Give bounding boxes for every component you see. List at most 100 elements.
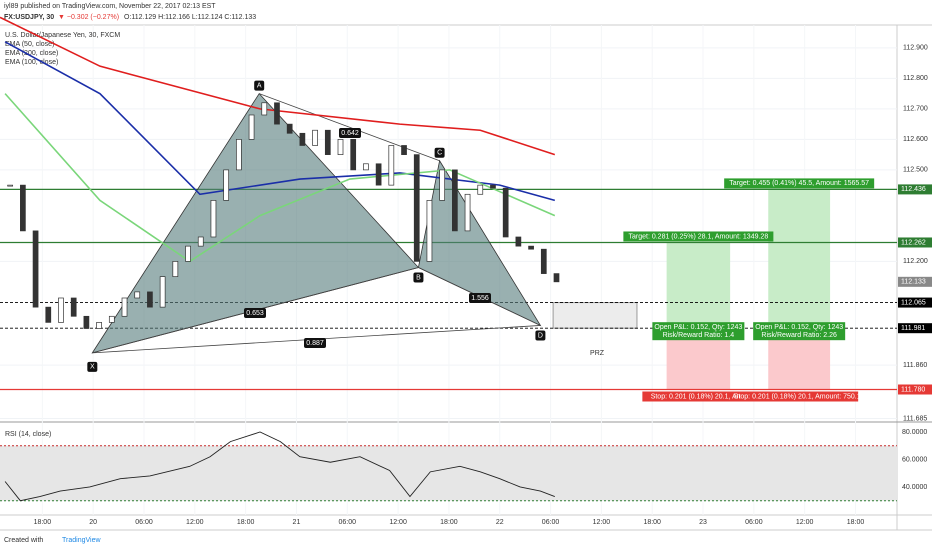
position-label: Target: 0.281 (0.25%) 28.1, Amount: 1349… — [629, 233, 769, 240]
x-tick-label: 22 — [496, 519, 504, 526]
point-label-bg — [413, 272, 424, 283]
position-label-bg — [724, 178, 875, 189]
candle — [363, 163, 369, 171]
ratio-label: 0.642 — [341, 130, 359, 137]
price-label-bg — [898, 237, 932, 248]
x-tick-label: 18:00 — [34, 519, 52, 526]
price-label-bg — [898, 184, 932, 195]
price-label: 112.262 — [901, 239, 926, 246]
price-label: 112.065 — [901, 299, 926, 306]
position-label: Open P&L: 0.152, Qty: 1243 — [654, 324, 742, 331]
ratio-label-bg — [244, 308, 266, 318]
price-label: 112.436 — [901, 186, 926, 193]
point-label: X — [90, 364, 95, 371]
ratio-label: 0.653 — [246, 310, 264, 317]
position-label: Risk/Reward Ratio: 1.4 — [663, 332, 735, 339]
ema-line — [4, 41, 556, 202]
candle — [159, 276, 166, 308]
candle — [439, 169, 445, 201]
position-label-bg — [652, 322, 745, 341]
ohlc: O:112.129 H:112.166 L:112.124 C:112.133 — [124, 14, 256, 21]
candle — [515, 236, 522, 247]
price-label: 112.133 — [901, 279, 926, 286]
position-label-bg — [740, 391, 859, 402]
candle — [261, 102, 268, 116]
y-tick-label: 112.800 — [903, 75, 928, 82]
candle — [350, 139, 357, 171]
legend-entry: U.S. Dollar/Japanese Yen, 30, FXCM — [5, 32, 120, 39]
ema-line — [4, 93, 556, 263]
ratio-label: 0.887 — [306, 340, 324, 347]
point-label: C — [437, 150, 442, 157]
x-tick-label: 23 — [699, 519, 707, 526]
target-zone — [666, 242, 731, 329]
x-tick-label: 06:00 — [745, 519, 763, 526]
publisher: iyl89 published on TradingView.com, Nove… — [4, 3, 216, 10]
rsi-tick-label: 60.0000 — [902, 456, 927, 463]
point-label-bg — [535, 330, 546, 341]
candle — [147, 291, 153, 308]
y-tick-label: 112.900 — [903, 45, 928, 52]
candle — [375, 163, 382, 186]
point-label-bg — [254, 80, 265, 91]
price-label-bg — [898, 297, 932, 308]
candle — [553, 273, 560, 283]
rsi-tick-label: 40.0000 — [902, 484, 927, 491]
candle — [223, 169, 230, 201]
candle — [413, 154, 420, 262]
candle — [96, 322, 102, 329]
prz-box — [552, 302, 638, 329]
point-label-bg — [434, 147, 445, 158]
price-label-bg — [898, 323, 932, 334]
candle — [426, 200, 433, 262]
y-tick-label: 112.200 — [903, 258, 928, 265]
point-label: A — [257, 82, 262, 89]
candle — [528, 245, 534, 250]
candle — [286, 123, 293, 134]
x-tick-label: 12:00 — [389, 519, 407, 526]
candle — [464, 193, 471, 232]
candle — [337, 139, 344, 155]
position-label-bg — [623, 231, 774, 242]
candle — [197, 236, 204, 247]
legend-entry: EMA (100, close) — [5, 59, 58, 66]
prz-label: PRZ — [590, 350, 605, 357]
x-tick-label: 18:00 — [643, 519, 661, 526]
x-tick-label: 18:00 — [440, 519, 458, 526]
candle — [477, 184, 484, 195]
position-label: Stop: 0.201 (0.18%) 20.1, Amount: 750.16 — [734, 393, 865, 400]
position-label: Open P&L: 0.152, Qty: 1243 — [755, 324, 843, 331]
x-tick-label: 18:00 — [847, 519, 865, 526]
candle — [248, 114, 255, 140]
candle — [312, 129, 318, 146]
y-tick-label: 112.600 — [903, 136, 928, 143]
point-label: B — [416, 274, 421, 281]
candle — [452, 169, 458, 232]
candle — [324, 129, 331, 155]
candle — [32, 230, 39, 308]
candle — [20, 184, 26, 232]
candle — [45, 306, 52, 323]
candle — [83, 315, 90, 329]
price-label-bg — [898, 384, 932, 395]
candle — [299, 132, 306, 146]
candle — [58, 297, 64, 323]
point-label: D — [538, 332, 543, 339]
rsi-band — [0, 445, 897, 501]
candle — [121, 297, 128, 317]
y-tick-label: 112.700 — [903, 106, 928, 113]
rsi-tick-label: 80.0000 — [902, 429, 927, 436]
ratio-label-bg — [304, 338, 326, 348]
change: ▼ −0.302 (−0.27%) — [58, 14, 119, 21]
symbol: FX:USDJPY, 30 — [4, 14, 54, 21]
target-zone — [768, 189, 831, 329]
x-tick-label: 18:00 — [237, 519, 255, 526]
y-tick-label: 111.860 — [903, 362, 927, 369]
x-tick-label: 12:00 — [593, 519, 611, 526]
candle — [172, 261, 179, 277]
legend-entry: EMA (200, close) — [5, 50, 58, 57]
x-tick-label: 12:00 — [796, 519, 814, 526]
footer-brand: TradingView — [62, 537, 101, 544]
x-tick-label: 06:00 — [339, 519, 357, 526]
